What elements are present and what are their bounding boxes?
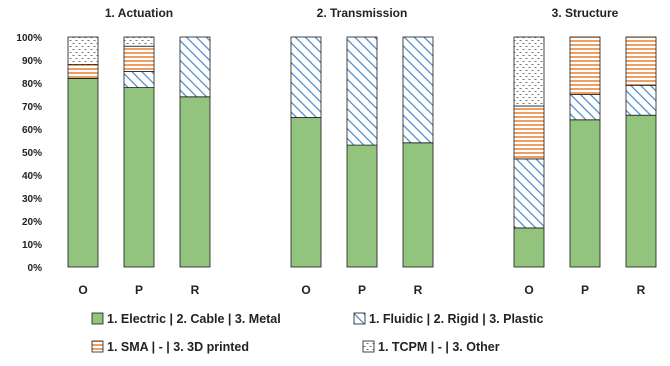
bar-segment	[123, 87, 155, 268]
legend-item: 1. TCPM | - | 3. Other	[362, 340, 500, 354]
bar-segment	[569, 94, 601, 121]
bar-segment	[179, 96, 211, 268]
legend: 1. Electric | 2. Cable | 3. Metal 1. Flui…	[91, 312, 543, 354]
legend-swatch	[353, 312, 366, 325]
bar-segment	[123, 71, 155, 89]
y-tick-label: 10%	[22, 240, 42, 251]
bar: P	[346, 36, 378, 297]
panel-title: 3. Structure	[552, 6, 619, 20]
bar: P	[123, 36, 155, 297]
bar-segment	[513, 105, 545, 160]
bar: O	[67, 36, 99, 297]
x-tick-label: O	[524, 283, 533, 297]
legend-swatch	[91, 312, 104, 325]
bar-segment	[123, 36, 155, 47]
y-tick-label: 50%	[22, 148, 42, 159]
bar-segment	[625, 114, 657, 268]
y-axis: 0% 10% 20% 30% 40% 50% 60% 70% 80% 90% 100%	[16, 33, 42, 274]
bar: P	[569, 36, 601, 297]
y-tick-label: 20%	[22, 217, 42, 228]
bar-segment	[179, 36, 211, 98]
bar-segment	[513, 227, 545, 268]
bar-segment	[513, 158, 545, 229]
bar-segment	[569, 36, 601, 95]
bar: R	[402, 36, 434, 297]
bar-segment	[67, 64, 99, 79]
panel-title: 1. Actuation	[105, 6, 173, 20]
x-tick-label: P	[358, 283, 366, 297]
legend-item: 1. Fluidic | 2. Rigid | 3. Plastic	[353, 312, 543, 326]
panel-title: 2. Transmission	[317, 6, 408, 20]
legend-item: 1. SMA | - | 3. 3D printed	[91, 340, 249, 354]
y-tick-label: 70%	[22, 102, 42, 113]
bar: R	[179, 36, 211, 297]
legend-label: 1. Electric | 2. Cable | 3. Metal	[107, 312, 281, 326]
panel: 3. Structure O P R	[513, 6, 657, 297]
bar-segment	[290, 36, 322, 118]
y-tick-label: 80%	[22, 79, 42, 90]
legend-label: 1. TCPM | - | 3. Other	[378, 340, 500, 354]
bar-segment	[123, 45, 155, 72]
x-tick-label: R	[637, 283, 646, 297]
legend-label: 1. SMA | - | 3. 3D printed	[107, 340, 249, 354]
x-tick-label: O	[301, 283, 310, 297]
bar-segment	[513, 36, 545, 107]
bar-segment	[625, 36, 657, 86]
legend-label: 1. Fluidic | 2. Rigid | 3. Plastic	[369, 312, 543, 326]
y-tick-label: 60%	[22, 125, 42, 136]
bar-segment	[290, 117, 322, 268]
bar-segment	[402, 36, 434, 144]
bar-segment	[346, 36, 378, 146]
bar-segment	[569, 119, 601, 268]
bar-segment	[625, 84, 657, 116]
legend-item: 1. Electric | 2. Cable | 3. Metal	[91, 312, 281, 326]
bar-segment	[67, 78, 99, 268]
bar-segment	[402, 142, 434, 268]
bar: O	[513, 36, 545, 297]
x-tick-label: R	[191, 283, 200, 297]
y-tick-label: 100%	[16, 33, 42, 44]
bar-segment	[67, 36, 99, 66]
x-tick-label: P	[135, 283, 143, 297]
y-tick-label: 90%	[22, 56, 42, 67]
x-tick-label: O	[78, 283, 87, 297]
x-tick-label: P	[581, 283, 589, 297]
panel: 1. Actuation O P R	[67, 6, 211, 297]
y-tick-label: 30%	[22, 194, 42, 205]
x-tick-label: R	[414, 283, 423, 297]
y-tick-label: 40%	[22, 171, 42, 182]
y-tick-label: 0%	[28, 263, 43, 274]
panel: 2. Transmission O P R	[290, 6, 434, 297]
legend-swatch	[362, 340, 375, 353]
bar: O	[290, 36, 322, 297]
bar: R	[625, 36, 657, 297]
legend-swatch	[91, 340, 104, 353]
bar-segment	[346, 144, 378, 268]
